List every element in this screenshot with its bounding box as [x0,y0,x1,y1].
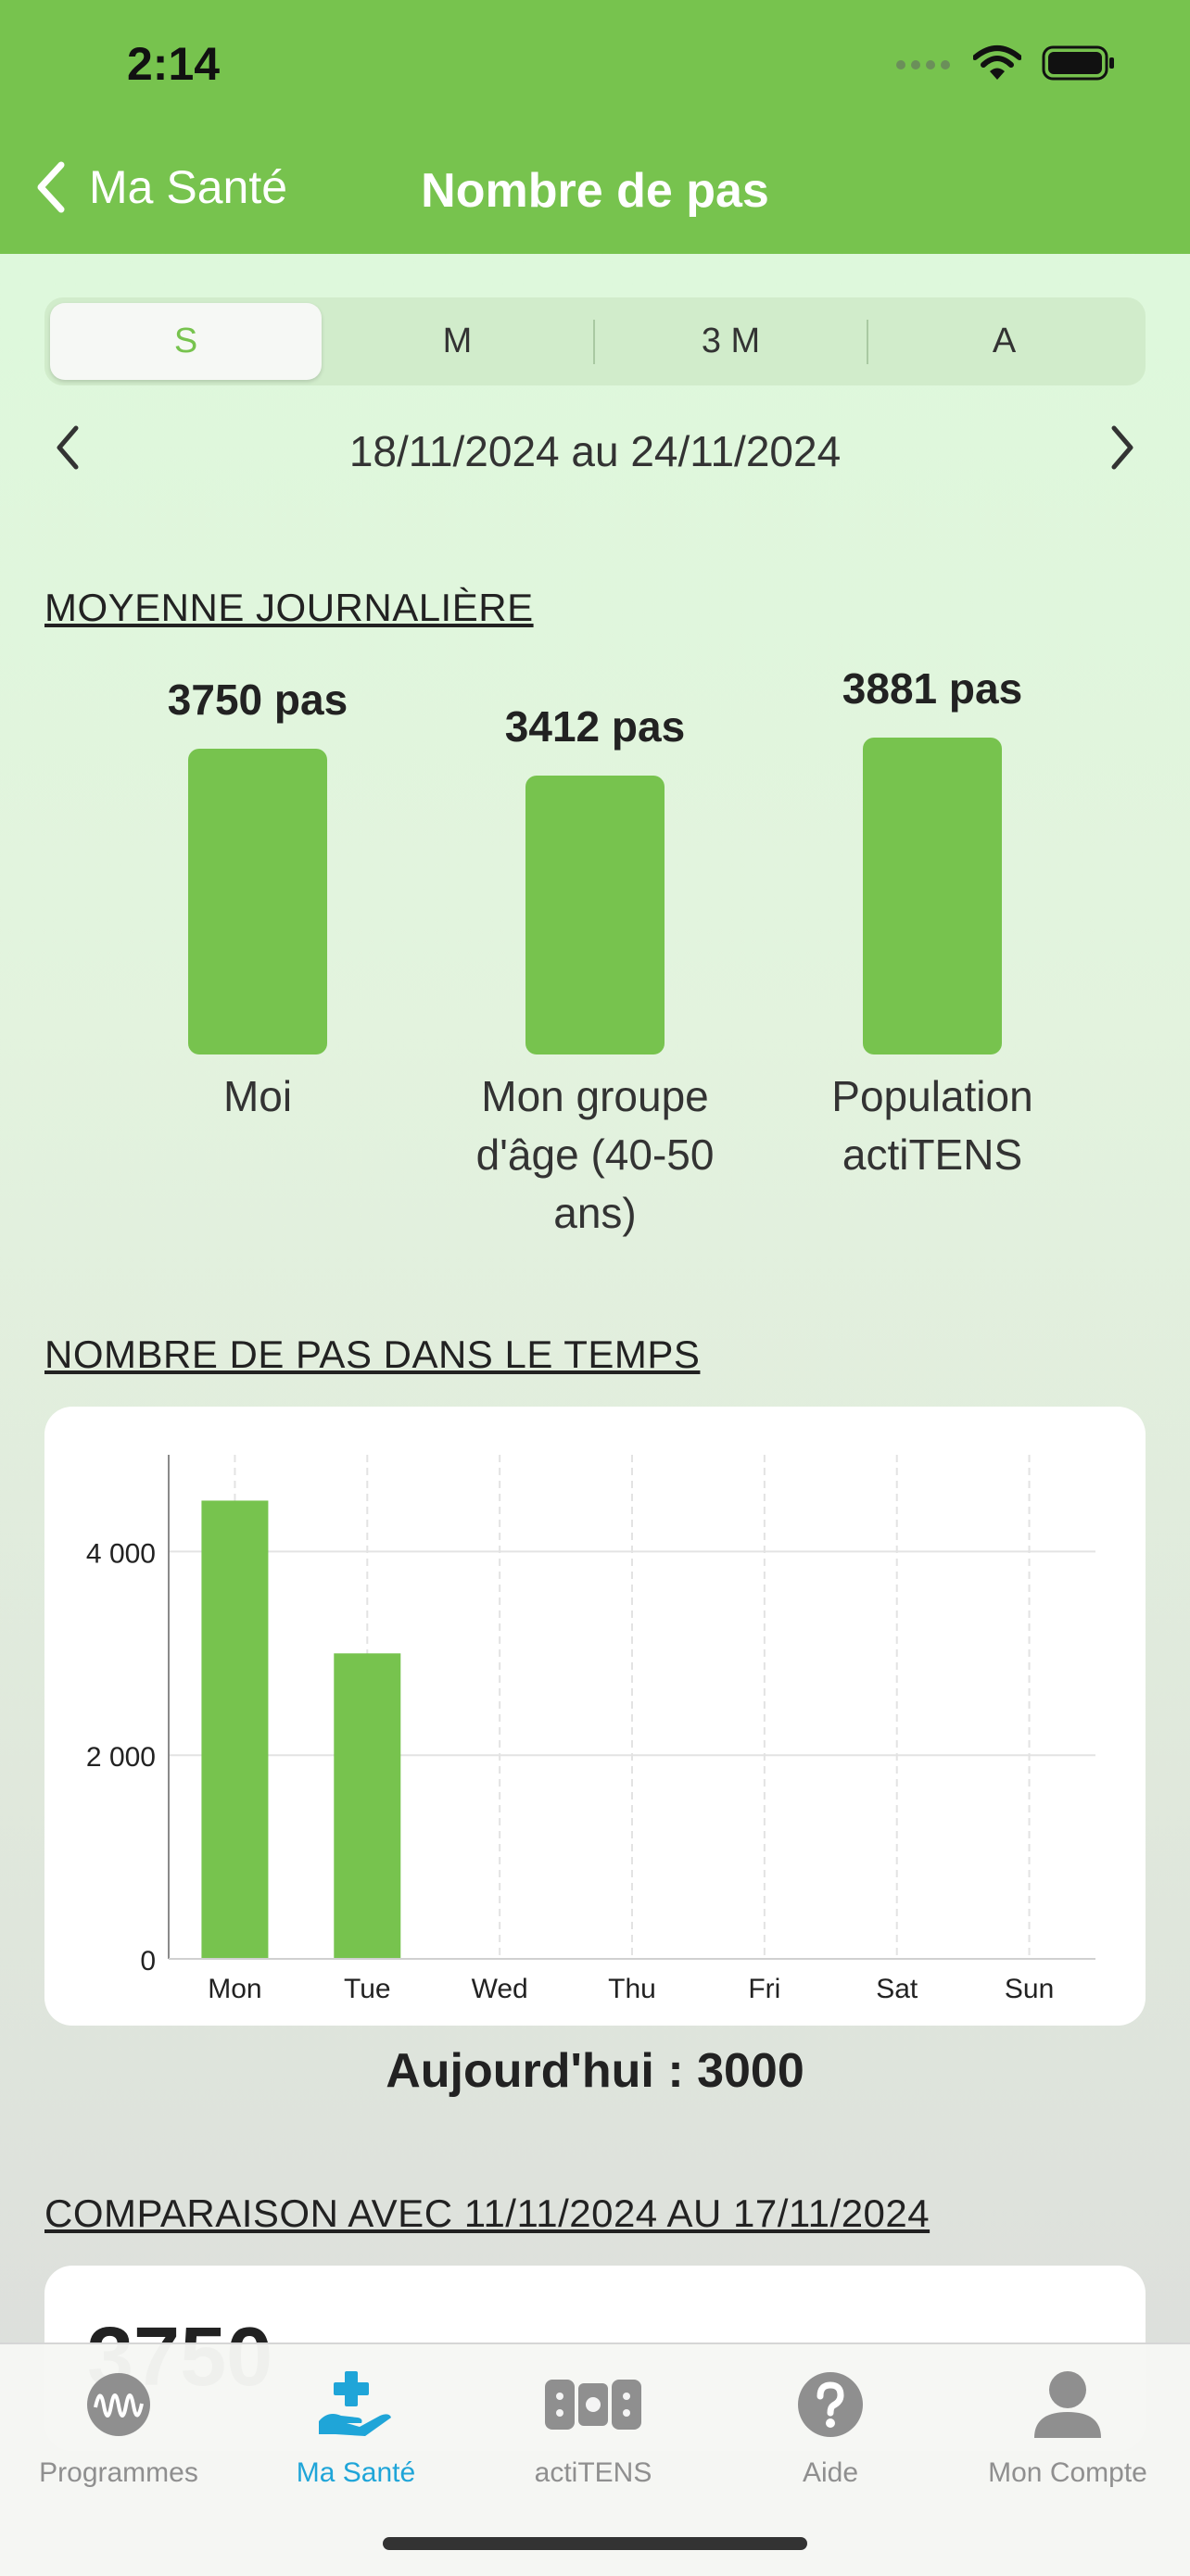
page-title: Nombre de pas [421,164,769,218]
back-button[interactable]: Ma Santé [33,159,287,215]
cellular-signal-icon [896,60,950,69]
chevron-left-icon [37,161,65,213]
home-indicator [383,2537,807,2550]
avg-value-population: 3881 pas [842,664,1023,713]
user-account-icon [1034,2371,1101,2438]
avg-bar-age-group [525,776,665,1054]
segment-month[interactable]: M [442,322,473,360]
x-tick-label: Mon [208,1974,261,2004]
avg-value-age-group: 3412 pas [504,702,686,751]
tab-aide[interactable]: Aide [712,2363,949,2489]
status-time: 2:14 [127,38,221,90]
steps-bar-chart: 0 2 000 4 000 Mon Tue Wed Thu Fri Sat Sun [86,1455,1095,2004]
y-tick-label: 0 [140,1946,156,1976]
bar-tue [334,1653,401,1959]
steps-chart-card: 0 2 000 4 000 Mon Tue Wed Thu Fri Sat Sun [44,1407,1146,2026]
x-tick-label: Wed [472,1974,528,2004]
segment-year[interactable]: A [992,322,1017,360]
hand-plus-health-icon [319,2371,391,2436]
avg-bar-me [188,749,327,1054]
status-icons [895,44,1116,82]
date-navigator: 18/11/2024 au 24/11/2024 [44,419,1146,484]
timeline-title: NOMBRE DE PAS DANS LE TEMPS [44,1332,701,1376]
y-tick-label: 4 000 [86,1538,156,1569]
tab-programmes[interactable]: Programmes [0,2363,237,2489]
programs-wave-icon [87,2373,150,2436]
x-tick-label: Tue [344,1974,391,2004]
tab-ma-sante[interactable]: Ma Santé [237,2363,475,2489]
avg-label-population: Population actiTENS [831,1072,1033,1179]
wifi-icon [973,45,1021,80]
tab-actitens[interactable]: actiTENS [475,2363,712,2489]
battery-icon [1042,45,1114,81]
period-segmented-control: S M 3 M A [44,297,1146,385]
chevron-left-icon [57,425,79,470]
avg-label-age-group: Mon groupe d'âge (40-50 ans) [475,1072,715,1237]
segment-divider [593,319,595,364]
segment-3-months[interactable]: 3 M [701,322,761,360]
avg-bar-population [863,738,1002,1054]
today-summary: Aujourd'hui : 3000 [386,2044,804,2098]
avg-value-me: 3750 pas [167,676,348,724]
next-period-button[interactable] [1108,424,1136,475]
segment-divider [867,319,868,364]
comparison-title: COMPARAISON AVEC 11/11/2024 AU 17/11/202… [44,2191,930,2235]
chevron-right-icon [1111,425,1133,470]
tab-mon-compte[interactable]: Mon Compte [949,2363,1186,2489]
x-tick-label: Fri [748,1974,780,2004]
previous-period-button[interactable] [54,424,82,475]
device-icon [545,2380,641,2430]
x-tick-label: Sun [1005,1974,1054,2004]
bar-mon [201,1500,269,1959]
nav-header: 2:14 Ma Santé Nombre de pas [0,0,1190,254]
y-tick-label: 2 000 [86,1742,156,1773]
x-tick-label: Sat [876,1974,918,2004]
back-label: Ma Santé [89,161,288,213]
daily-average-title: MOYENNE JOURNALIÈRE [44,586,534,629]
x-tick-label: Thu [608,1974,656,2004]
help-question-icon [798,2372,863,2437]
date-range: 18/11/2024 au 24/11/2024 [348,427,842,475]
segment-week[interactable]: S [50,303,322,380]
avg-label-me: Moi [222,1072,293,1120]
